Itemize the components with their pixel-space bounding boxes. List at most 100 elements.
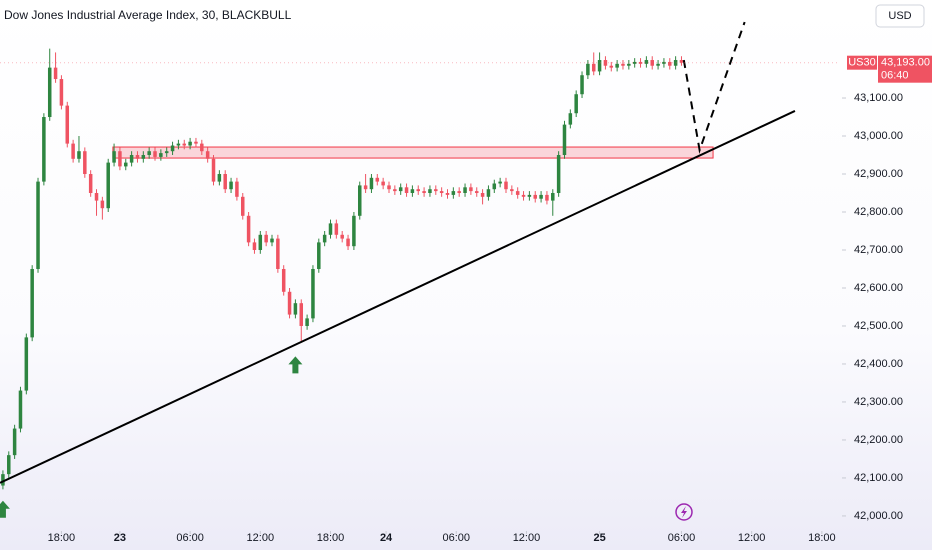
candle-body [480,193,485,197]
y-tick-label: 42,100.00 [854,472,903,484]
candle-body [129,155,134,163]
candle-body [387,185,391,190]
candle-body [1,474,5,486]
x-tick-label: 06:00 [443,532,471,544]
candle-body [568,113,573,125]
candle-body [36,181,40,269]
candle-body [7,455,11,475]
candle-body [609,65,614,68]
candle-body [521,194,526,197]
y-tick-label: 43,000.00 [854,130,903,142]
candle-body [293,303,298,315]
candle-body [486,189,491,197]
y-tick-label: 42,800.00 [854,206,903,218]
candle-body [668,61,672,66]
candle-body [510,189,514,192]
candle-body [428,189,432,194]
candle-body [106,162,110,209]
candle-body [24,337,29,391]
candle-body [287,291,292,315]
candle-body [77,151,81,159]
candle-body [603,60,608,66]
plot-area [0,21,846,534]
candle-body [164,151,169,154]
candle-body [597,60,602,72]
currency-button[interactable] [875,4,925,28]
candle-body [194,141,198,144]
candle-body [235,181,239,197]
x-tick-label: 25 [593,532,605,544]
candle-body [211,158,216,182]
candle-body [562,124,567,156]
candle-body [381,181,385,186]
x-tick-label: 12:00 [513,532,541,544]
candle-body [410,189,415,194]
candle-body [18,390,23,429]
candle-body [47,67,52,118]
candle-body [83,151,87,175]
candle-body [223,174,227,190]
alert-icon[interactable] [675,503,693,521]
x-tick-label: 24 [380,532,393,544]
candle-body [328,223,333,235]
candle-body [311,268,315,319]
trend-line [0,110,796,484]
candle-body [574,94,578,114]
candle-body [30,268,34,338]
candle-body [369,177,374,190]
candle-body [627,63,631,66]
candle-body [469,187,473,192]
candle-body [580,75,584,95]
candle-body [352,215,356,247]
candle-body [422,191,426,194]
x-tick-label: 18:00 [317,532,345,544]
candle-body [317,242,321,269]
countdown-label: 06:40 [881,70,909,82]
candle-body [71,143,75,159]
chart-title: Dow Jones Industrial Average Index, 30, … [4,8,292,22]
candle-body [457,191,461,194]
candle-body [118,151,122,167]
candle-body [258,234,263,250]
candle-body [615,63,619,68]
candle-body [205,151,210,159]
symbol-tag-label: US30 [848,57,876,69]
candle-body [586,63,590,76]
candle-body [498,181,502,184]
candle-body [539,194,543,199]
candle-body [147,151,151,156]
price-tag-label: 43,193.00 [881,57,930,69]
candle-body [241,196,245,216]
candle-body [556,155,561,194]
candle-body [229,181,233,190]
candle-body [112,151,116,163]
candle-body [270,238,274,243]
y-tick-label: 43,100.00 [854,92,903,104]
candle-body [404,187,409,194]
candle-body [656,63,660,66]
x-tick-label: 12:00 [738,532,766,544]
x-tick-label: 06:00 [668,532,696,544]
y-tick-label: 42,700.00 [854,244,903,256]
buy-arrow [0,500,10,518]
candle-body [515,191,520,195]
candle-body [644,60,649,64]
candle-body [264,234,268,243]
y-tick-label: 42,900.00 [854,168,903,180]
candle-body [281,268,286,292]
candle-body [527,194,532,197]
x-tick-label: 18:00 [48,532,76,544]
candle-body [159,153,163,157]
candle-body [53,67,58,80]
candle-body [533,194,537,199]
candle-body [322,234,327,243]
x-tick-label: 23 [114,532,126,544]
candle-body [591,63,596,72]
candle-body [252,242,257,250]
candle-body [439,191,444,194]
candle-body [662,61,666,64]
projection-path [682,21,746,155]
candle-body [363,185,368,190]
